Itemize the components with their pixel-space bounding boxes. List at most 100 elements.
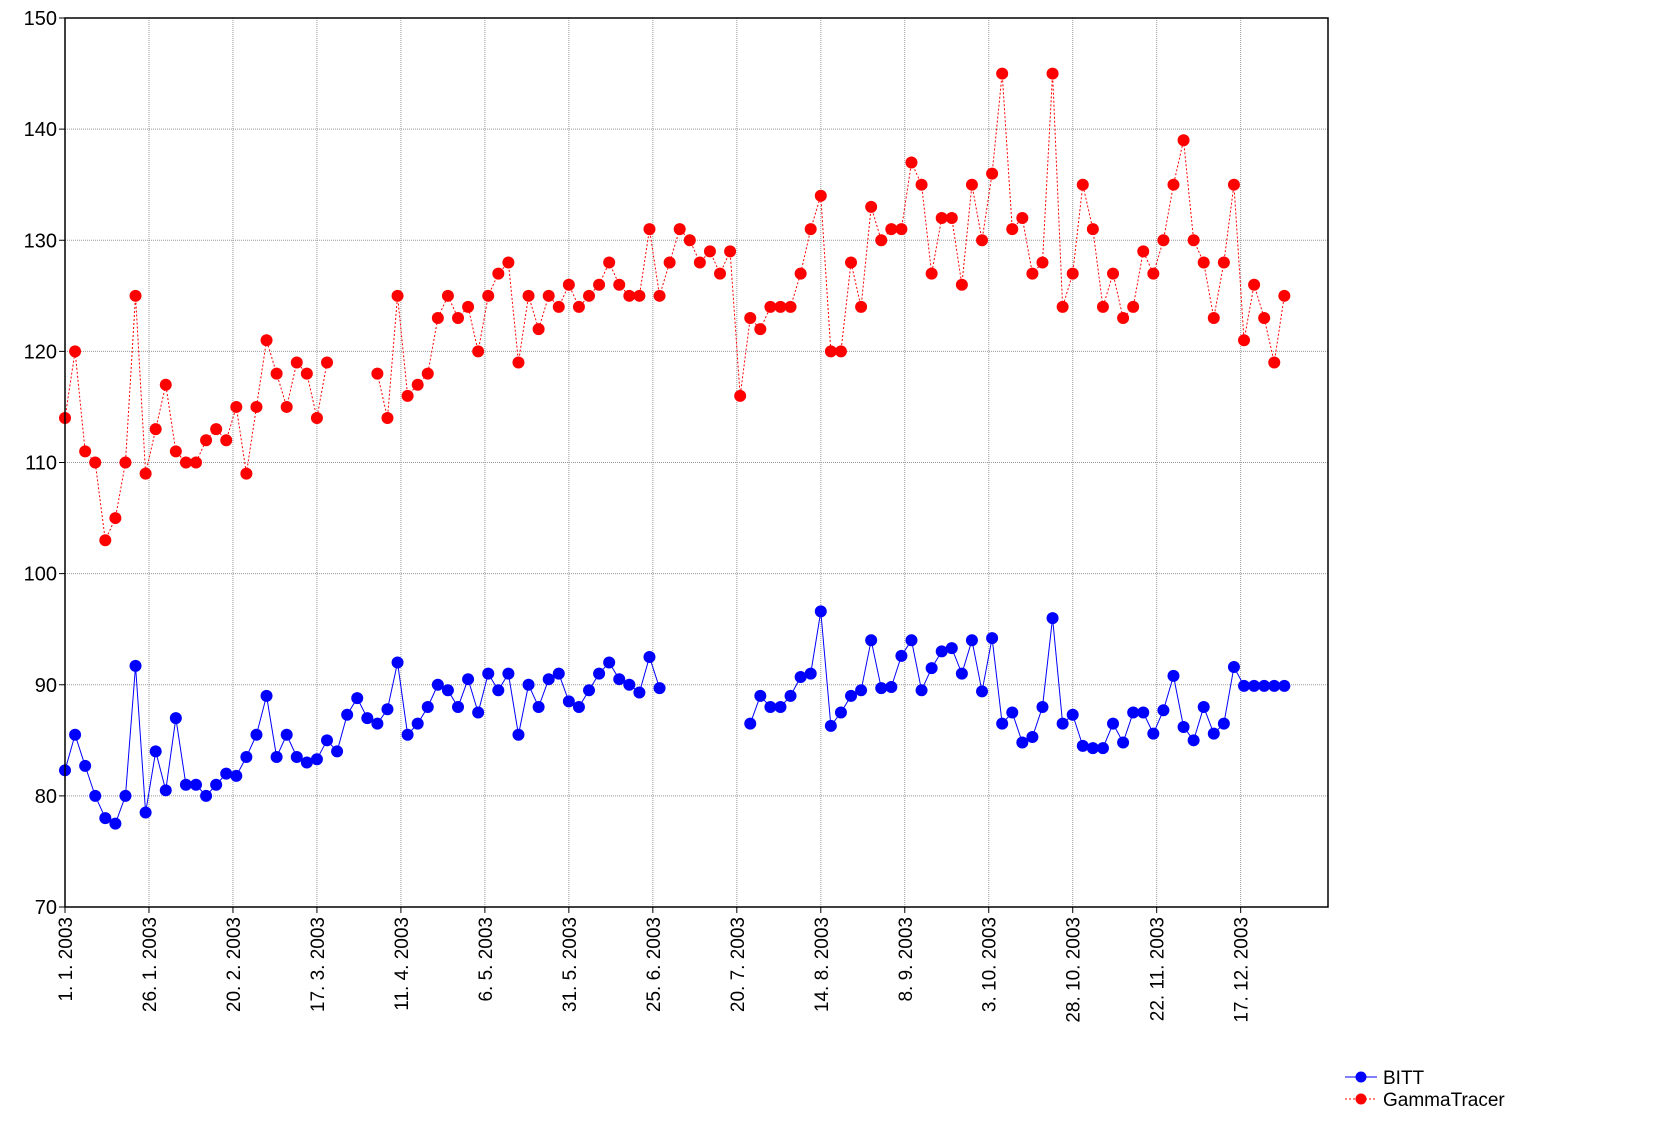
- data-point: [905, 634, 918, 647]
- data-point: [411, 378, 424, 391]
- data-point: [179, 456, 192, 469]
- x-tick-label: 11. 4. 2003: [392, 917, 413, 1011]
- x-tick-label: 14. 8. 2003: [812, 917, 833, 1012]
- data-point: [552, 667, 565, 680]
- data-point: [1076, 739, 1089, 752]
- plot: [59, 67, 1291, 830]
- data-point: [653, 289, 666, 302]
- data-point: [1238, 334, 1251, 347]
- data-point: [583, 684, 596, 697]
- data-point: [1107, 267, 1120, 280]
- data-point: [593, 667, 606, 680]
- x-tick-label: 17. 12. 2003: [1232, 917, 1253, 1023]
- data-point: [159, 784, 172, 797]
- data-point: [371, 717, 384, 730]
- data-point: [1217, 717, 1230, 730]
- data-point: [1197, 256, 1210, 269]
- data-point: [613, 278, 626, 291]
- data-point: [321, 356, 334, 369]
- x-tick-label: 1. 1. 2003: [56, 917, 77, 1002]
- data-point: [391, 656, 404, 669]
- plot-frame: [64, 17, 1329, 908]
- data-point: [431, 312, 444, 325]
- data-point: [562, 695, 575, 708]
- data-point: [754, 689, 767, 702]
- data-point: [119, 789, 132, 802]
- data-point: [1006, 223, 1019, 236]
- data-point: [824, 345, 837, 358]
- data-point: [774, 300, 787, 313]
- data-point: [1147, 727, 1160, 740]
- data-point: [643, 650, 656, 663]
- data-point: [280, 728, 293, 741]
- data-point: [764, 300, 777, 313]
- data-point: [986, 632, 999, 645]
- x-tick-label: 22. 11. 2003: [1148, 917, 1169, 1021]
- data-point: [734, 389, 747, 402]
- data-point: [895, 649, 908, 662]
- series-line: [64, 611, 1285, 825]
- data-point: [1238, 679, 1251, 692]
- data-point: [955, 278, 968, 291]
- data-point: [915, 684, 928, 697]
- data-point: [744, 312, 757, 325]
- legend-marker: [1355, 1093, 1367, 1105]
- data-point: [441, 684, 454, 697]
- data-point: [1117, 736, 1130, 749]
- data-point: [986, 167, 999, 180]
- data-point: [794, 670, 807, 683]
- data-point: [462, 673, 475, 686]
- data-point: [804, 667, 817, 680]
- data-point: [89, 789, 102, 802]
- data-point: [865, 200, 878, 213]
- data-point: [300, 367, 313, 380]
- data-point: [522, 289, 535, 302]
- data-point: [1248, 679, 1261, 692]
- grid: [64, 17, 1328, 908]
- data-point: [542, 289, 555, 302]
- y-tick-label: 100: [24, 564, 57, 586]
- data-point: [845, 256, 858, 269]
- data-point: [1016, 736, 1029, 749]
- data-point: [744, 717, 757, 730]
- data-point: [774, 700, 787, 713]
- data-point: [462, 300, 475, 313]
- data-point: [1127, 706, 1140, 719]
- data-point: [482, 667, 495, 680]
- data-point: [270, 367, 283, 380]
- data-point: [1096, 300, 1109, 313]
- data-point: [129, 659, 142, 672]
- data-point: [109, 817, 122, 830]
- y-tick-label: 90: [35, 675, 57, 697]
- x-tick-label: 20. 7. 2003: [728, 917, 749, 1012]
- axes: 70 80 90 100 110 120 130 140 150 1. 1. 2003 26. 1.…: [24, 8, 1253, 1023]
- data-point: [593, 278, 606, 291]
- data-point: [391, 289, 404, 302]
- data-point: [935, 212, 948, 225]
- x-tick-label: 17. 3. 2003: [308, 917, 329, 1012]
- data-point: [452, 312, 465, 325]
- y-tick-label: 150: [24, 8, 57, 30]
- data-point: [562, 278, 575, 291]
- data-point: [804, 223, 817, 236]
- data-point: [633, 289, 646, 302]
- data-point: [401, 728, 414, 741]
- data-point: [139, 467, 152, 480]
- data-point: [1006, 706, 1019, 719]
- data-point: [834, 345, 847, 358]
- data-point: [482, 289, 495, 302]
- data-point: [1086, 742, 1099, 755]
- data-point: [653, 682, 666, 695]
- data-point: [996, 67, 1009, 80]
- data-point: [875, 234, 888, 247]
- data-point: [1056, 717, 1069, 730]
- data-point: [310, 412, 323, 425]
- data-point: [1127, 300, 1140, 313]
- data-point: [512, 356, 525, 369]
- data-point: [915, 178, 928, 191]
- data-point: [421, 700, 434, 713]
- data-point: [1147, 267, 1160, 280]
- data-point: [1086, 223, 1099, 236]
- legend-label: GammaTracer: [1383, 1090, 1505, 1111]
- data-point: [331, 745, 344, 758]
